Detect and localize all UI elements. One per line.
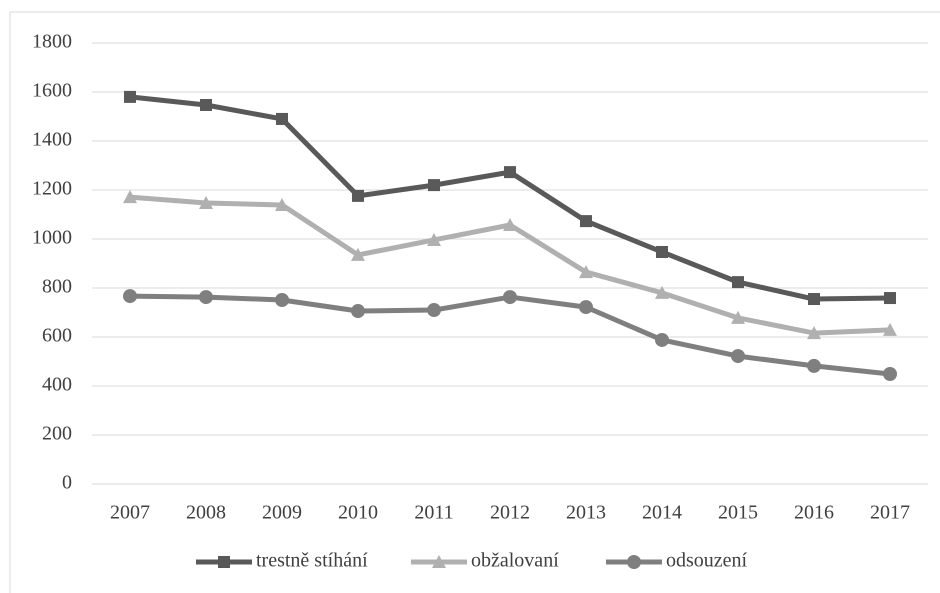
- marker: [656, 245, 668, 258]
- legend-marker: [627, 555, 641, 569]
- x-tick-label: 2013: [566, 502, 606, 524]
- legend-label: odsouzení: [666, 550, 748, 572]
- marker: [200, 98, 212, 111]
- marker: [275, 197, 289, 211]
- x-tick-label: 2007: [110, 502, 150, 524]
- marker: [123, 289, 137, 304]
- x-tick-label: 2009: [262, 502, 302, 524]
- y-tick-label: 1000: [32, 227, 72, 249]
- marker: [427, 303, 441, 318]
- x-tick-label: 2010: [338, 502, 378, 524]
- y-tick-label: 200: [42, 423, 72, 445]
- marker: [731, 310, 745, 324]
- marker: [352, 189, 364, 202]
- marker: [731, 349, 745, 364]
- legend-label: obžalovaní: [471, 550, 559, 572]
- line: [129, 293, 891, 377]
- marker: [351, 304, 365, 319]
- x-tick-label: 2017: [870, 502, 910, 524]
- legend-label: trestně stíhání: [256, 550, 368, 572]
- marker: [807, 326, 821, 340]
- marker: [883, 366, 897, 381]
- marker: [808, 293, 820, 306]
- marker: [883, 322, 897, 336]
- y-tick-label: 1200: [32, 178, 72, 200]
- line: [129, 94, 891, 302]
- marker: [504, 166, 516, 179]
- marker: [427, 232, 441, 246]
- marker: [655, 332, 669, 347]
- y-tick-label: 1600: [32, 80, 72, 102]
- marker: [124, 90, 136, 103]
- marker: [579, 265, 593, 279]
- y-tick-label: 1400: [32, 129, 72, 151]
- y-tick-label: 400: [42, 374, 72, 396]
- x-tick-label: 2008: [186, 502, 226, 524]
- x-tick-label: 2011: [414, 502, 453, 524]
- marker: [580, 215, 592, 228]
- y-tick-label: 800: [42, 276, 72, 298]
- marker: [503, 290, 517, 305]
- marker: [275, 293, 289, 308]
- marker: [276, 112, 288, 125]
- line: [129, 194, 891, 336]
- x-tick-label: 2014: [642, 502, 682, 524]
- marker: [428, 179, 440, 192]
- x-tick-label: 2015: [718, 502, 758, 524]
- marker: [351, 247, 365, 261]
- legend-marker: [218, 556, 230, 568]
- y-tick-label: 0: [62, 472, 72, 494]
- y-tick-label: 600: [42, 325, 72, 347]
- marker: [884, 292, 896, 305]
- marker: [732, 276, 744, 289]
- marker: [579, 300, 593, 315]
- x-tick-label: 2012: [490, 502, 530, 524]
- marker: [503, 218, 517, 232]
- marker: [655, 285, 669, 299]
- y-tick-label: 1800: [32, 31, 72, 53]
- legend-marker: [432, 555, 446, 568]
- marker: [123, 190, 137, 204]
- marker: [807, 358, 821, 373]
- x-tick-label: 2016: [794, 502, 834, 524]
- marker: [199, 195, 213, 209]
- chart-frame: [9, 11, 940, 593]
- marker: [199, 290, 213, 305]
